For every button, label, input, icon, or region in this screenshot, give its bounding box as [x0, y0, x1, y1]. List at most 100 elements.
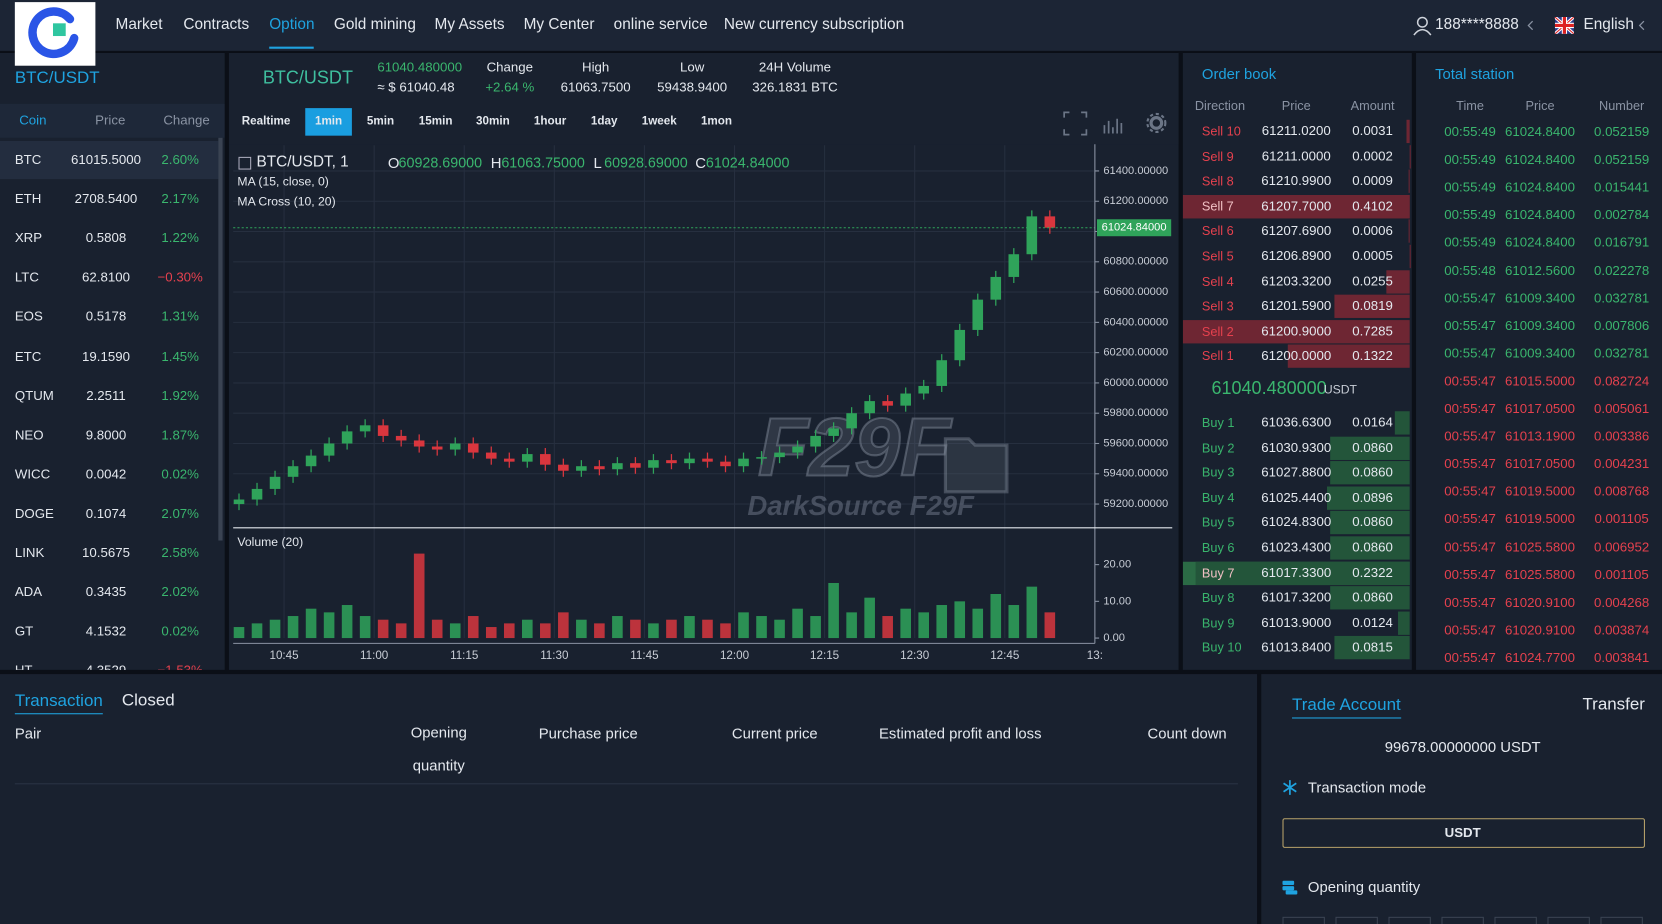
price: 61024.8300 [1261, 514, 1332, 530]
coin[interactable]: LINK [14, 545, 45, 561]
interval-button[interactable]: 5min [366, 114, 395, 128]
coin[interactable]: ETH [14, 191, 42, 207]
y-tick-label: 59600.00000 [1103, 437, 1168, 449]
coin[interactable]: XRP [14, 230, 43, 246]
trade-price: 61019.5000 [1505, 484, 1576, 499]
mode-select[interactable] [1282, 818, 1645, 848]
direction: Sell 10 [1201, 123, 1241, 139]
candle-body [918, 385, 930, 394]
coin[interactable]: ADA [14, 584, 43, 600]
trade-time: 00:55:49 [1444, 179, 1496, 195]
coin[interactable]: LTC [14, 270, 39, 285]
interval-button[interactable]: 1hour [533, 114, 567, 128]
column-header: Opening quantity [410, 723, 467, 774]
coin[interactable]: DOGE [14, 505, 54, 521]
candle-body [1044, 216, 1056, 228]
volume-bar [990, 593, 1002, 639]
last-price-tag [1096, 219, 1172, 237]
candle-body [522, 454, 533, 462]
volume-bar [630, 619, 641, 639]
trade-price: 61015.5000 [1505, 373, 1576, 389]
quantity-option[interactable] [1335, 916, 1378, 924]
volume-bar [323, 612, 335, 639]
coin[interactable]: NEO [14, 427, 44, 443]
price: 0.5808 [85, 230, 127, 246]
trade-number: 0.082724 [1594, 373, 1650, 389]
interval-button[interactable]: 1mon [700, 114, 733, 128]
chart-tools[interactable] [1060, 108, 1179, 140]
y-tick-label: 60000.00000 [1103, 377, 1168, 389]
amount: 0.0819 [1352, 298, 1393, 314]
interval-button[interactable]: 15min [418, 114, 453, 128]
column-header: Direction [1194, 98, 1246, 114]
nav-item[interactable]: My Center [523, 16, 595, 34]
volume-bar [341, 605, 353, 639]
price: 61013.8400 [1261, 640, 1332, 655]
coin[interactable]: ETC [14, 348, 42, 364]
interval-button[interactable]: Realtime [241, 114, 291, 128]
interval-button[interactable]: 1min [314, 114, 343, 128]
candle-body [846, 413, 857, 429]
trade-price: 61013.1900 [1505, 428, 1576, 444]
direction: Sell 8 [1201, 173, 1234, 189]
y-tick-label: 60400.00000 [1103, 316, 1168, 328]
quantity-option[interactable] [1388, 916, 1431, 924]
volume-bar [377, 619, 389, 639]
nav-item[interactable]: Option [269, 16, 315, 34]
nav-item[interactable]: Gold mining [333, 16, 416, 34]
candle-body [702, 458, 713, 462]
account-title[interactable]: Trade Account [1292, 695, 1401, 719]
candle-body [612, 463, 623, 470]
candle-body [503, 458, 515, 462]
coin[interactable]: QTUM [14, 388, 54, 403]
stat-value: 326.1831 BTC [752, 80, 838, 95]
direction: Sell 3 [1201, 298, 1234, 314]
change: 2.17% [161, 191, 199, 207]
stat-label: Low [679, 59, 705, 75]
tab[interactable]: Transaction [14, 691, 103, 715]
coin[interactable]: BTC [14, 152, 42, 167]
nav-item[interactable]: Contracts [183, 16, 250, 34]
quantity-option[interactable] [1547, 916, 1590, 924]
logo[interactable] [14, 2, 96, 66]
volume-bar [1026, 586, 1038, 639]
nav-item[interactable]: online service [613, 16, 708, 34]
indicator-label: Volume (20) [237, 536, 304, 550]
interval-button[interactable]: 1week [641, 114, 677, 128]
nav-item[interactable]: New currency subscription [723, 16, 905, 34]
quantity-option[interactable] [1600, 916, 1643, 924]
direction: Buy 6 [1201, 540, 1235, 556]
column-header: Change [163, 112, 210, 128]
interval-button[interactable]: 1day [590, 114, 618, 128]
quantity-option[interactable] [1282, 916, 1325, 924]
tab[interactable]: Closed [121, 691, 175, 710]
nav-item[interactable]: Market [115, 16, 163, 34]
coin[interactable]: WICC [14, 466, 51, 482]
volume-bar [954, 601, 966, 639]
quantity-option[interactable] [1441, 916, 1484, 924]
coin[interactable]: GT [14, 623, 34, 639]
amount: 0.1322 [1352, 348, 1393, 364]
transfer-button[interactable]: Transfer [1582, 695, 1645, 714]
change: 1.92% [161, 388, 199, 403]
x-tick-label: 12:00 [720, 649, 750, 662]
interval-button[interactable]: 30min [476, 114, 510, 128]
amount: 0.0815 [1352, 640, 1393, 655]
coin[interactable]: HT [15, 663, 33, 670]
volume-bar [810, 616, 821, 639]
price: 0.1074 [85, 505, 127, 521]
nav-item[interactable]: My Assets [434, 16, 505, 34]
quantity-option[interactable] [1494, 916, 1537, 924]
direction: Sell 2 [1201, 323, 1234, 339]
coin[interactable]: EOS [14, 309, 43, 325]
stat-label: High [582, 59, 610, 75]
trade-time: 00:55:47 [1444, 511, 1496, 527]
trade-price: 61009.3400 [1505, 290, 1576, 306]
trade-time: 00:55:49 [1444, 152, 1496, 168]
user-account[interactable]: 188****8888 [1435, 16, 1519, 34]
candle-body [594, 466, 605, 470]
column-header: Price [1525, 98, 1555, 114]
depth-bar [1406, 119, 1410, 144]
mode-value[interactable]: USDT [1444, 825, 1481, 840]
language-select[interactable]: English [1583, 16, 1634, 34]
